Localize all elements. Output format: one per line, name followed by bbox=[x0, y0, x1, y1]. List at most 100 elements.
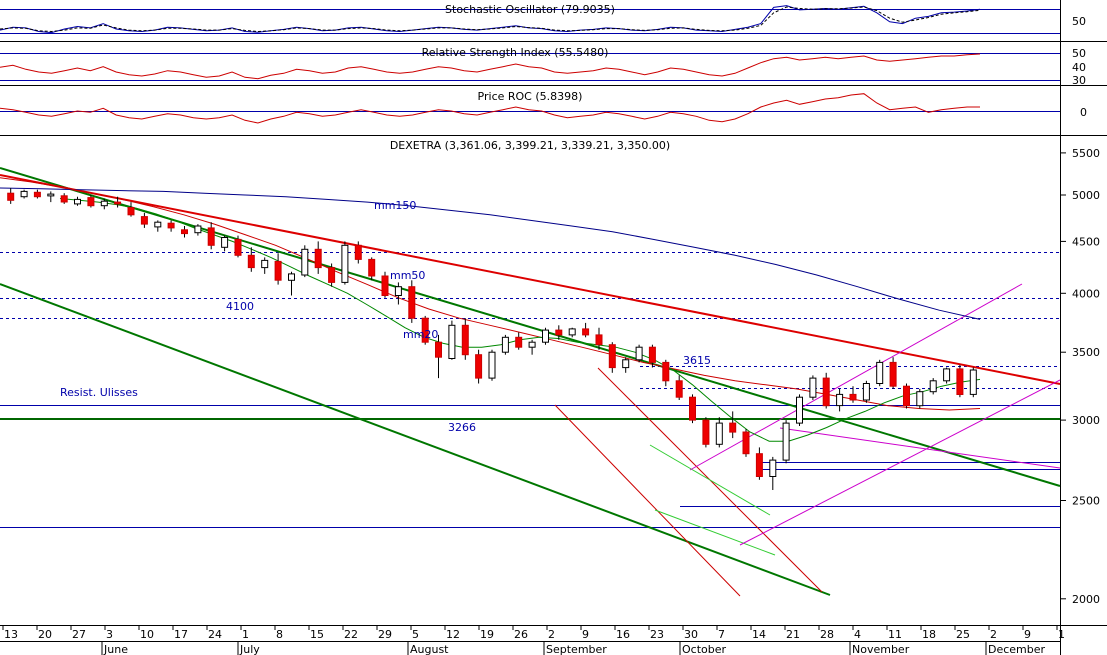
candle bbox=[769, 456, 777, 490]
candle-body-up bbox=[288, 273, 295, 281]
x-axis-tick-label: 9 bbox=[1024, 628, 1031, 641]
candle bbox=[555, 325, 563, 340]
price-axis-labels: 5500 5000 4500 4000 3500 3000 2500 2000 bbox=[1060, 147, 1100, 606]
candle bbox=[849, 386, 857, 403]
candle-body-up bbox=[916, 391, 924, 407]
x-axis-tick-label: 18 bbox=[922, 628, 936, 641]
month-label: October bbox=[682, 643, 726, 655]
candle-body-up bbox=[47, 193, 55, 197]
candle-body-up bbox=[221, 237, 229, 248]
candle-body-down bbox=[582, 328, 590, 336]
candle bbox=[755, 447, 763, 480]
x-axis-tick-label: 15 bbox=[310, 628, 324, 641]
candle bbox=[796, 394, 803, 426]
mm20-label: mm20 bbox=[403, 328, 438, 341]
candle bbox=[542, 327, 549, 345]
x-axis-tick-label: 11 bbox=[888, 628, 902, 641]
candle-body-up bbox=[394, 286, 402, 297]
x-axis: 13 20 27 3 10 17 24 1 8 15 22 29 5 12 19 26 2 9 16 23 30 7 14 2… bbox=[0, 625, 1065, 655]
candle bbox=[929, 378, 937, 395]
roc-line bbox=[0, 93, 980, 124]
candle-body-down bbox=[608, 344, 616, 369]
candle-body-down bbox=[849, 393, 857, 401]
x-axis-tick-label: 2 bbox=[990, 628, 997, 641]
candle bbox=[729, 411, 737, 439]
candle bbox=[501, 334, 509, 355]
candle-body-up bbox=[568, 328, 576, 336]
x-axis-tick-label: 25 bbox=[956, 628, 970, 641]
candle bbox=[221, 235, 229, 252]
candle bbox=[314, 241, 322, 274]
candle-body-down bbox=[435, 341, 442, 358]
candle bbox=[822, 372, 830, 409]
candle-body-up bbox=[154, 221, 162, 228]
candle bbox=[100, 198, 108, 210]
candle bbox=[328, 263, 336, 287]
candle-body-up bbox=[501, 336, 509, 353]
candle-body-down bbox=[368, 258, 376, 277]
candle bbox=[114, 196, 122, 208]
candle bbox=[181, 226, 188, 238]
candle bbox=[943, 367, 951, 384]
roc-title: Price ROC (5.8398) bbox=[478, 90, 583, 103]
candle bbox=[568, 327, 576, 338]
candle-body-down bbox=[889, 361, 897, 387]
mm50-label: mm50 bbox=[390, 269, 425, 282]
candle-body-down bbox=[742, 431, 750, 455]
candle-body-down bbox=[381, 275, 389, 296]
candle-body-down bbox=[956, 368, 964, 395]
candle-body-up bbox=[715, 422, 723, 445]
candle bbox=[595, 327, 603, 350]
candle bbox=[528, 339, 536, 355]
candle-body-up bbox=[100, 200, 108, 207]
candle-body-down bbox=[247, 254, 255, 269]
x-axis-tick-label: 21 bbox=[786, 628, 800, 641]
candle bbox=[648, 344, 656, 368]
candle-body-down bbox=[33, 191, 41, 198]
candle bbox=[889, 357, 897, 389]
candle-body-down bbox=[702, 419, 710, 445]
candle bbox=[74, 196, 81, 206]
candle bbox=[60, 193, 68, 204]
x-axis-tick-label: 13 bbox=[4, 628, 18, 641]
level-4100-label: 4100 bbox=[226, 300, 254, 313]
candle bbox=[862, 380, 870, 403]
candle bbox=[662, 359, 670, 387]
x-axis-tick-label: 4 bbox=[854, 628, 861, 641]
candle-body-down bbox=[140, 216, 148, 225]
candle-body-down bbox=[408, 286, 416, 319]
x-axis-tick-label: 14 bbox=[752, 628, 766, 641]
candle-body-up bbox=[528, 341, 536, 348]
rsi-tick-label: 50 bbox=[1072, 47, 1086, 60]
candle-body-up bbox=[943, 368, 951, 382]
candle bbox=[167, 220, 175, 232]
candle bbox=[876, 359, 884, 387]
reference-lines bbox=[0, 252, 1060, 528]
candle-body-down bbox=[60, 195, 68, 203]
candle-body-down bbox=[689, 396, 696, 421]
candle-body-down bbox=[729, 422, 737, 433]
x-axis-tick-label: 5 bbox=[412, 628, 419, 641]
x-axis-tick-label: 24 bbox=[208, 628, 222, 641]
x-axis-tick-label: 27 bbox=[72, 628, 86, 641]
x-axis-tick-label: 26 bbox=[514, 628, 528, 641]
candle-body-down bbox=[515, 336, 523, 348]
candle-body-up bbox=[261, 259, 269, 269]
candle-body-down bbox=[755, 453, 763, 478]
candle-body-up bbox=[876, 361, 884, 384]
candle-body-down bbox=[662, 361, 670, 382]
rsi-tick-label: 30 bbox=[1072, 74, 1086, 87]
candle bbox=[969, 367, 977, 398]
month-label: November bbox=[852, 643, 910, 655]
magenta-channel-middle bbox=[779, 427, 1061, 469]
roc-tick-label: 0 bbox=[1080, 106, 1087, 119]
candle-body-up bbox=[341, 244, 349, 283]
candle bbox=[435, 334, 442, 379]
candle-body-down bbox=[354, 244, 362, 260]
candle-body-up bbox=[969, 369, 977, 395]
candle bbox=[448, 320, 456, 360]
candle bbox=[903, 383, 910, 409]
x-axis-tick-label: 10 bbox=[140, 628, 154, 641]
candle bbox=[274, 253, 282, 285]
x-axis-tick-label: 29 bbox=[378, 628, 392, 641]
